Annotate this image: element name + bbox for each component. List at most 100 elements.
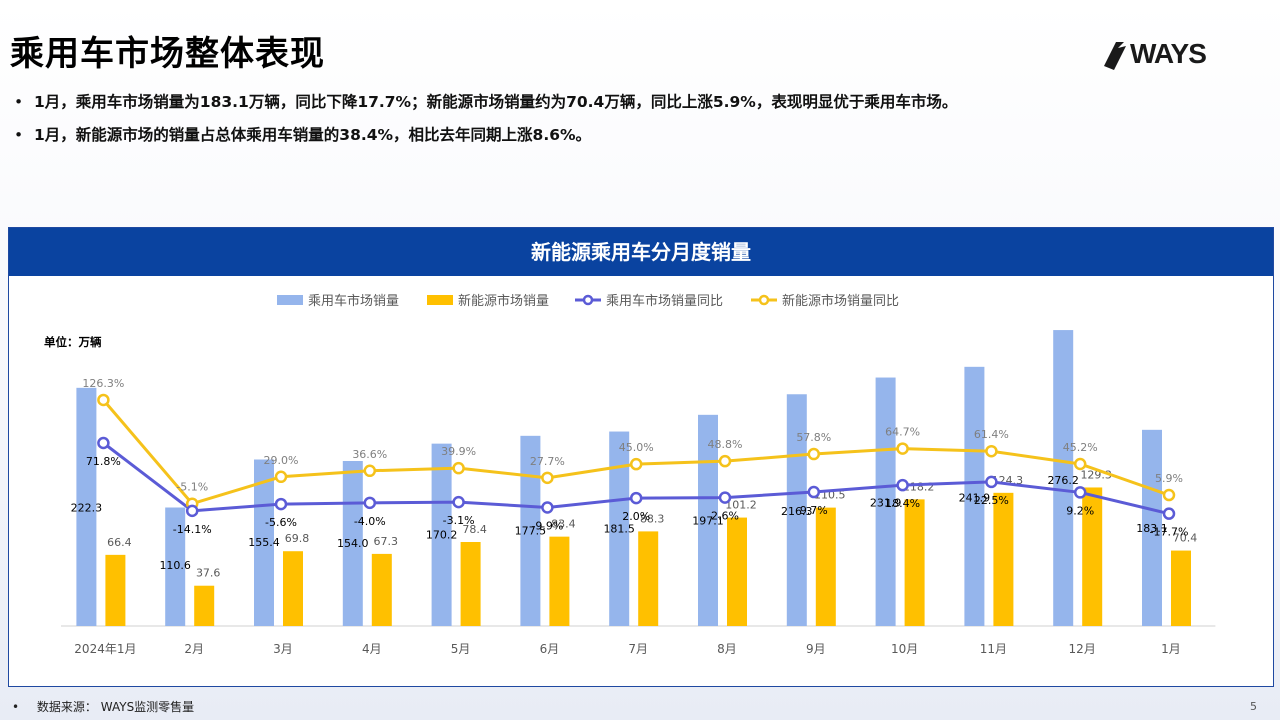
unit-label: 单位：万辆 — [44, 335, 102, 349]
data-label-total: 181.5 — [603, 523, 635, 536]
data-label-nev-yoy: 45.0% — [619, 441, 654, 454]
bullet-item: 1月，乘用车市场销量为183.1万辆，同比下降17.7%；新能源市场销量约为70… — [14, 90, 957, 123]
x-tick-label: 12月 — [1069, 642, 1096, 656]
data-label-total: 241.9 — [959, 492, 991, 505]
marker-total-yoy — [985, 475, 998, 489]
data-label-nev: 37.6 — [196, 567, 221, 580]
data-label-nev-yoy: 5.9% — [1155, 472, 1183, 485]
x-tick-label: 9月 — [806, 642, 826, 656]
data-label-total: 155.4 — [248, 536, 280, 549]
bar-nev — [638, 531, 659, 626]
bar-nev — [283, 551, 303, 626]
chart-panel: 新能源乘用车分月度销量 乘用车市场销量 新能源市场销量 乘用车市场销量同比 新能源市场… — [8, 227, 1274, 687]
logo-text: WAYS — [1130, 38, 1207, 69]
data-label-total: 170.2 — [426, 528, 458, 541]
footer-label: 数据来源： — [36, 700, 97, 714]
data-label-nev-yoy: -5.1% — [176, 481, 208, 494]
data-label-total-yoy: -9.9% — [531, 520, 563, 533]
data-label-nev-yoy: 64.7% — [885, 426, 920, 439]
bar-nev — [460, 542, 481, 626]
x-tick-label: 4月 — [362, 642, 382, 656]
data-label-total-yoy: 2.0% — [622, 510, 650, 523]
bar-total — [609, 431, 630, 626]
data-label-nev-yoy: 27.7% — [530, 455, 565, 468]
data-label-nev-yoy: 48.8% — [708, 438, 743, 451]
bullet-list: 1月，乘用车市场销量为183.1万辆，同比下降17.7%；新能源市场销量约为70… — [14, 90, 957, 156]
marker-total-yoy — [629, 491, 643, 505]
data-label-total-yoy: 2.6% — [711, 510, 739, 523]
data-label-nev: 69.8 — [285, 532, 310, 545]
chart-title: 新能源乘用车分月度销量 — [9, 228, 1273, 276]
marker-total-yoy — [541, 501, 554, 514]
legend-swatch-bar — [427, 295, 453, 305]
data-label-nev-yoy: 57.8% — [796, 431, 831, 444]
legend-label: 乘用车市场销量同比 — [606, 293, 723, 309]
bar-total — [875, 377, 896, 626]
data-label-total-yoy: 9.7% — [800, 504, 828, 517]
data-label-total: 183.1 — [1136, 522, 1168, 535]
data-label-total-yoy: 71.8% — [86, 455, 121, 468]
marker-total-yoy — [274, 497, 288, 511]
data-label-nev: 83.4 — [551, 518, 576, 531]
bar-total — [964, 366, 985, 626]
x-tick-label: 7月 — [628, 642, 648, 656]
page-number: 5 — [1250, 700, 1257, 713]
x-tick-label: 8月 — [717, 642, 737, 656]
data-label-total: 231.9 — [870, 497, 902, 510]
data-label-nev: 66.4 — [107, 536, 132, 549]
data-label-total: 177.5 — [515, 525, 547, 538]
footer-bullet: • — [12, 700, 20, 714]
bullet-item: 1月，新能源市场的销量占总体乘用车销量的38.4%，相比去年同期上涨8.6%。 — [14, 123, 957, 156]
legend-label: 新能源市场销量同比 — [782, 293, 899, 309]
data-label-total-yoy: -3.1% — [443, 514, 475, 527]
data-label-total: 110.6 — [159, 559, 191, 572]
legend-swatch-marker — [582, 294, 594, 306]
data-label-nev-yoy: 36.6% — [352, 448, 387, 461]
marker-nev-yoy — [363, 464, 377, 478]
data-label-nev-yoy: 61.4% — [974, 428, 1009, 441]
legend-label: 乘用车市场销量 — [308, 293, 399, 309]
bar-nev — [371, 553, 392, 626]
footer-source: WAYS监测零售量 — [100, 700, 195, 714]
data-label-nev-yoy: 29.0% — [264, 454, 299, 467]
marker-nev-yoy — [807, 447, 821, 461]
data-label-total: 216.3 — [781, 505, 813, 518]
bar-total — [254, 459, 274, 626]
data-label-nev: 78.4 — [462, 523, 487, 536]
legend-swatch-bar — [277, 295, 303, 305]
marker-nev-yoy — [1073, 457, 1087, 471]
marker-total-yoy — [807, 485, 821, 499]
data-label-total: 154.0 — [337, 537, 369, 550]
data-label-total-yoy: -4.0% — [354, 515, 386, 528]
marker-nev-yoy — [718, 454, 732, 468]
bar-total — [165, 507, 186, 626]
bar-total — [786, 394, 807, 626]
marker-total-yoy — [1162, 507, 1176, 520]
x-tick-label: 5月 — [451, 642, 471, 656]
bar-total — [1053, 330, 1074, 626]
bar-nev — [904, 499, 925, 626]
marker-nev-yoy — [541, 471, 554, 485]
bar-nev — [1171, 550, 1191, 626]
data-label-total: 276.2 — [1047, 474, 1079, 487]
bar-total — [431, 443, 452, 626]
data-label-total: 222.3 — [71, 502, 103, 515]
ways-logo-icon — [1104, 42, 1126, 70]
x-tick-label: 10月 — [891, 642, 918, 656]
data-label-nev: 67.3 — [374, 535, 399, 548]
marker-total-yoy — [718, 491, 732, 504]
legend-label: 新能源市场销量 — [458, 293, 549, 309]
bar-total — [76, 387, 97, 626]
marker-total-yoy — [452, 495, 465, 509]
marker-total-yoy — [97, 436, 110, 450]
bar-total — [520, 435, 541, 626]
bar-nev — [1082, 487, 1103, 626]
x-tick-label: 6月 — [540, 642, 560, 656]
footer: • 数据来源： WAYS监测零售量 — [12, 698, 194, 715]
marker-nev-yoy — [629, 457, 643, 471]
data-label-total-yoy: -5.6% — [265, 516, 297, 529]
marker-total-yoy — [1073, 486, 1087, 499]
data-label-total-yoy: 18.4% — [885, 497, 920, 510]
x-tick-label: 11月 — [980, 642, 1007, 656]
